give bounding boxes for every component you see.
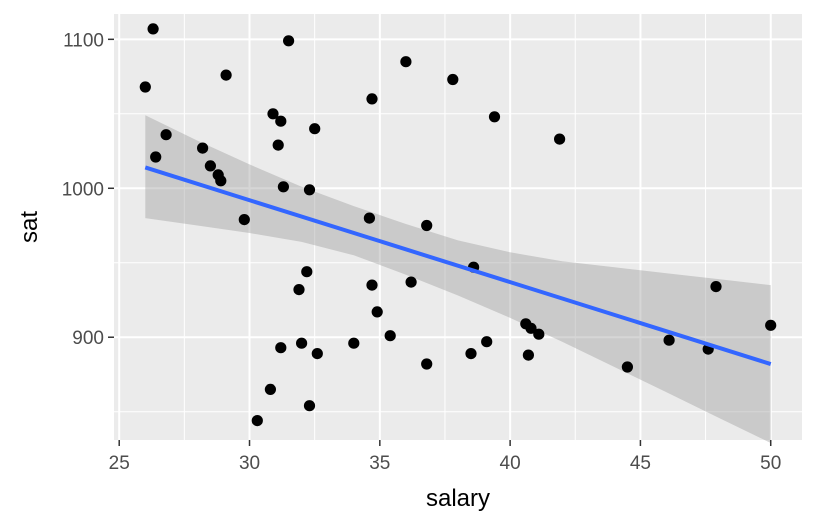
x-axis-title: salary <box>426 485 490 512</box>
plot-panel <box>114 14 802 440</box>
data-point <box>293 284 305 296</box>
y-axis-title: sat <box>16 211 43 243</box>
data-point <box>710 281 722 293</box>
x-tick-label: 45 <box>630 453 651 474</box>
data-point <box>303 400 316 412</box>
data-point <box>283 35 295 47</box>
y-tick-label: 1100 <box>63 30 104 51</box>
data-point <box>220 69 232 81</box>
confidence-band <box>145 115 771 444</box>
data-point <box>465 348 477 360</box>
data-point <box>301 266 313 278</box>
data-point <box>554 133 566 145</box>
data-point <box>366 93 378 105</box>
data-point <box>267 108 279 120</box>
data-point <box>311 348 323 360</box>
data-point <box>371 306 383 318</box>
data-point <box>421 358 433 370</box>
data-point <box>277 181 289 193</box>
data-point <box>533 328 545 340</box>
data-point <box>384 330 396 342</box>
data-point <box>296 337 308 349</box>
data-point <box>421 219 433 232</box>
data-point <box>663 334 675 346</box>
data-point <box>160 129 172 141</box>
data-point <box>366 279 378 291</box>
data-point <box>525 322 537 334</box>
data-point <box>522 349 535 361</box>
data-point <box>272 139 284 151</box>
x-tick-label: 50 <box>760 453 781 474</box>
data-point <box>447 73 459 86</box>
x-tick-label: 25 <box>109 453 130 474</box>
x-tick-label: 35 <box>369 453 390 474</box>
data-point <box>303 184 316 196</box>
data-point <box>264 383 276 395</box>
minor-gridlines <box>114 14 802 440</box>
data-point <box>621 361 634 373</box>
data-point <box>204 160 216 172</box>
data-point <box>238 214 250 226</box>
data-point <box>215 175 227 187</box>
data-point <box>275 115 287 127</box>
x-tick-label: 40 <box>500 453 521 474</box>
y-tick-label: 900 <box>72 328 104 349</box>
data-point <box>275 342 287 354</box>
data-point <box>765 319 777 331</box>
data-point <box>363 212 375 224</box>
data-point <box>197 142 209 154</box>
data-point <box>147 23 159 35</box>
major-gridlines <box>114 14 802 440</box>
data-point <box>488 111 501 123</box>
data-point <box>348 337 360 349</box>
regression-line <box>144 165 772 366</box>
data-point <box>309 123 321 135</box>
data-point <box>400 56 412 68</box>
x-axis-ticks: 25 30 35 40 45 50 <box>109 440 781 474</box>
data-point <box>139 81 151 93</box>
y-axis-ticks: 900 1000 1100 <box>62 30 114 349</box>
data-point <box>481 336 493 348</box>
data-point <box>405 276 417 288</box>
y-tick-label: 1000 <box>62 179 104 200</box>
data-point <box>150 151 162 163</box>
data-points <box>139 23 777 427</box>
x-tick-label: 30 <box>239 453 260 474</box>
data-point <box>251 415 263 427</box>
